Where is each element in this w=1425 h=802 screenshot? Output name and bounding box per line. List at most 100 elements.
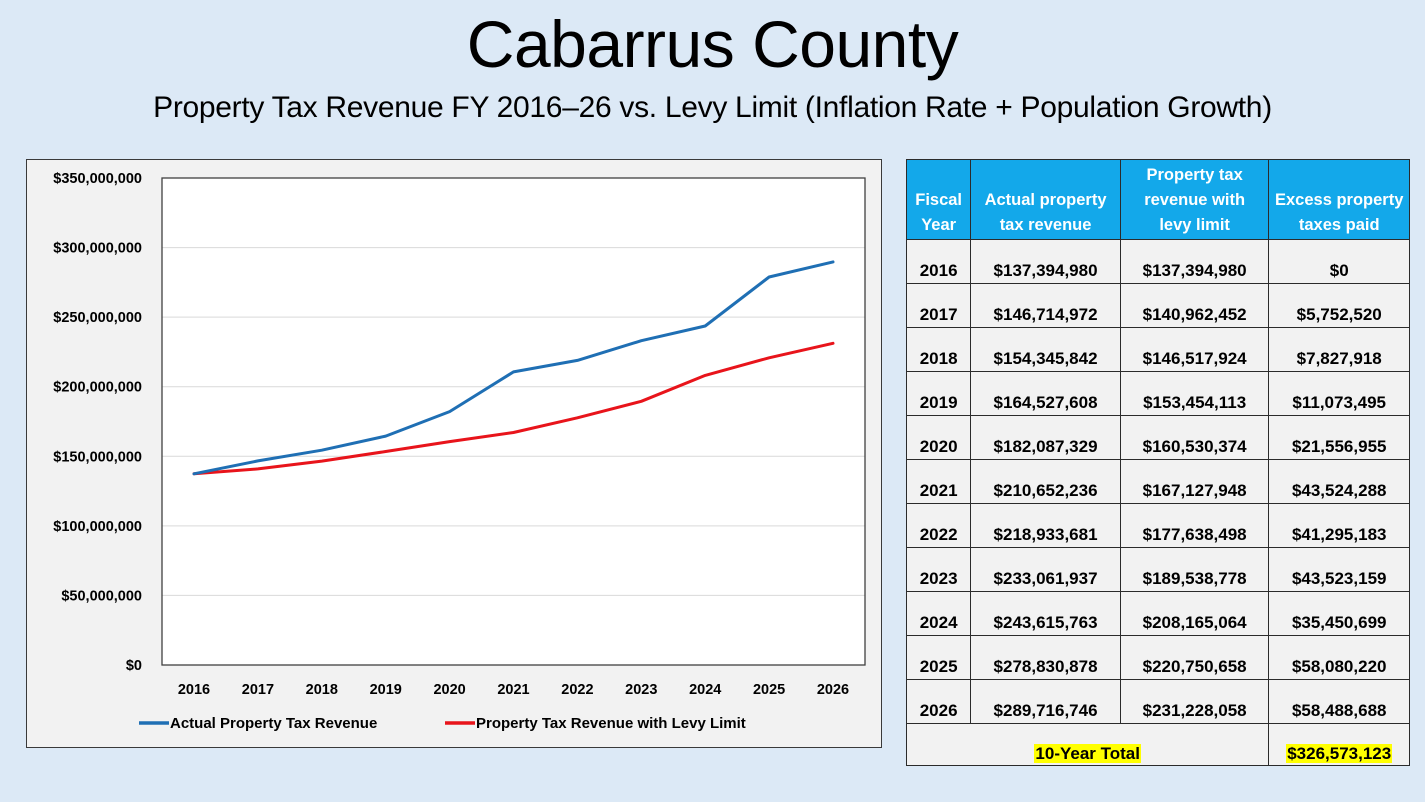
excess-taxes-cell: $35,450,699 bbox=[1268, 591, 1410, 636]
line-chart: $0 $50,000,000 $100,000,000 $150,000,000 $20… bbox=[26, 159, 882, 748]
actual-revenue-cell: $182,087,329 bbox=[970, 415, 1121, 460]
page-subtitle: Property Tax Revenue FY 2016–26 vs. Levy… bbox=[153, 91, 1272, 124]
header-excess-taxes: Excess property taxes paid bbox=[1268, 159, 1410, 240]
y-tick-label: $200,000,000 bbox=[53, 380, 142, 396]
y-tick-label: $150,000,000 bbox=[53, 449, 142, 465]
x-tick-label: 2016 bbox=[178, 682, 210, 698]
header-line: revenue with bbox=[1144, 191, 1246, 209]
series-line-levy-limit bbox=[192, 341, 835, 476]
header-line: Fiscal bbox=[915, 191, 963, 209]
excess-taxes-cell: $41,295,183 bbox=[1268, 503, 1410, 548]
fiscal-year-cell: 2025 bbox=[905, 635, 972, 680]
excess-taxes-cell: $11,073,495 bbox=[1268, 371, 1410, 416]
legend-label: Actual Property Tax Revenue bbox=[170, 715, 377, 732]
header-line: Actual property bbox=[984, 191, 1107, 209]
levy-limit-revenue-cell: $220,750,658 bbox=[1119, 635, 1270, 680]
page-title: Cabarrus County bbox=[466, 7, 959, 81]
table-row: 2023 $233,061,937 $189,538,778 $43,523,159 bbox=[905, 547, 1410, 592]
fiscal-year-cell: 2026 bbox=[905, 679, 972, 724]
revenue-table: Fiscal Year Actual property tax revenue Pr… bbox=[905, 159, 1410, 766]
fiscal-year-cell: 2020 bbox=[905, 415, 972, 460]
levy-limit-revenue-cell: $146,517,924 bbox=[1119, 327, 1270, 372]
table-row: 2017 $146,714,972 $140,962,452 $5,752,520 bbox=[905, 283, 1410, 328]
header-line: Year bbox=[921, 216, 957, 234]
x-tick-label: 2023 bbox=[625, 682, 657, 698]
excess-taxes-cell: $5,752,520 bbox=[1268, 283, 1410, 328]
excess-taxes-cell: $58,080,220 bbox=[1268, 635, 1410, 680]
header-line: tax revenue bbox=[999, 216, 1092, 234]
x-tick-label: 2019 bbox=[370, 682, 402, 698]
fiscal-year-cell: 2021 bbox=[905, 459, 972, 504]
actual-revenue-cell: $233,061,937 bbox=[970, 547, 1121, 592]
total-label-cell: 10-Year Total bbox=[905, 723, 1270, 766]
fiscal-year-cell: 2023 bbox=[905, 547, 972, 592]
header-line: taxes paid bbox=[1298, 216, 1380, 234]
table-row: 2025 $278,830,878 $220,750,658 $58,080,220 bbox=[905, 635, 1410, 680]
table-row: 2016 $137,394,980 $137,394,980 $0 bbox=[905, 239, 1410, 284]
actual-revenue-cell: $243,615,763 bbox=[970, 591, 1121, 636]
x-tick-label: 2017 bbox=[242, 682, 274, 698]
y-tick-label: $50,000,000 bbox=[61, 588, 142, 604]
actual-revenue-cell: $154,345,842 bbox=[970, 327, 1121, 372]
excess-taxes-cell: $0 bbox=[1268, 239, 1410, 284]
x-tick-label: 2021 bbox=[497, 682, 529, 698]
y-tick-label: $0 bbox=[126, 658, 142, 674]
table-row: 2024 $243,615,763 $208,165,064 $35,450,699 bbox=[905, 591, 1410, 636]
table-row: 2019 $164,527,608 $153,454,113 $11,073,495 bbox=[905, 371, 1410, 416]
plot-border bbox=[161, 177, 866, 666]
chart-svg: $0 $50,000,000 $100,000,000 $150,000,000 $20… bbox=[53, 171, 866, 732]
excess-taxes-cell: $58,488,688 bbox=[1268, 679, 1410, 724]
levy-limit-revenue-cell: $153,454,113 bbox=[1119, 371, 1270, 416]
x-tick-label: 2026 bbox=[817, 682, 849, 698]
fiscal-year-cell: 2019 bbox=[905, 371, 972, 416]
fiscal-year-cell: 2016 bbox=[905, 239, 972, 284]
actual-revenue-cell: $164,527,608 bbox=[970, 371, 1121, 416]
header-line: Excess property bbox=[1275, 191, 1404, 209]
y-tick-label: $300,000,000 bbox=[53, 241, 142, 257]
levy-limit-revenue-cell: $140,962,452 bbox=[1119, 283, 1270, 328]
table-row: 2022 $218,933,681 $177,638,498 $41,295,183 bbox=[905, 503, 1410, 548]
header-line: Property tax bbox=[1146, 166, 1243, 184]
fiscal-year-cell: 2024 bbox=[905, 591, 972, 636]
fiscal-year-cell: 2022 bbox=[905, 503, 972, 548]
header-actual-revenue: Actual property tax revenue bbox=[970, 159, 1121, 240]
header-levy-limit-revenue: Property tax revenue with levy limit bbox=[1119, 159, 1270, 240]
table-row: 2020 $182,087,329 $160,530,374 $21,556,955 bbox=[905, 415, 1410, 460]
y-tick-label: $350,000,000 bbox=[53, 171, 142, 187]
levy-limit-revenue-cell: $160,530,374 bbox=[1119, 415, 1270, 460]
y-tick-label: $100,000,000 bbox=[53, 519, 142, 535]
x-tick-label: 2018 bbox=[306, 682, 338, 698]
legend-label: Property Tax Revenue with Levy Limit bbox=[476, 715, 746, 732]
fiscal-year-cell: 2017 bbox=[905, 283, 972, 328]
actual-revenue-cell: $210,652,236 bbox=[970, 459, 1121, 504]
table-row: 2026 $289,716,746 $231,228,058 $58,488,688 bbox=[905, 679, 1410, 724]
y-tick-label: $250,000,000 bbox=[53, 310, 142, 326]
table-row: 2021 $210,652,236 $167,127,948 $43,524,288 bbox=[905, 459, 1410, 504]
total-row: 10-Year Total $326,573,123 bbox=[905, 723, 1410, 766]
actual-revenue-cell: $278,830,878 bbox=[970, 635, 1121, 680]
x-tick-label: 2024 bbox=[689, 682, 721, 698]
levy-limit-revenue-cell: $231,228,058 bbox=[1119, 679, 1270, 724]
levy-limit-revenue-cell: $137,394,980 bbox=[1119, 239, 1270, 284]
plot-area bbox=[162, 178, 865, 665]
total-value: $326,573,123 bbox=[1286, 744, 1393, 763]
table-body: 2016 $137,394,980 $137,394,980 $0 2017 $146,7… bbox=[905, 239, 1410, 724]
table-row: 2018 $154,345,842 $146,517,924 $7,827,918 bbox=[905, 327, 1410, 372]
excess-taxes-cell: $43,524,288 bbox=[1268, 459, 1410, 504]
total-value-cell: $326,573,123 bbox=[1268, 723, 1410, 766]
excess-taxes-cell: $43,523,159 bbox=[1268, 547, 1410, 592]
excess-taxes-cell: $7,827,918 bbox=[1268, 327, 1410, 372]
x-tick-label: 2020 bbox=[433, 682, 465, 698]
x-tick-label: 2025 bbox=[753, 682, 785, 698]
levy-limit-revenue-cell: $177,638,498 bbox=[1119, 503, 1270, 548]
total-label: 10-Year Total bbox=[1034, 744, 1141, 763]
levy-limit-revenue-cell: $167,127,948 bbox=[1119, 459, 1270, 504]
actual-revenue-cell: $289,716,746 bbox=[970, 679, 1121, 724]
actual-revenue-cell: $218,933,681 bbox=[970, 503, 1121, 548]
table-header-row: Fiscal Year Actual property tax revenue Pr… bbox=[905, 159, 1410, 240]
x-tick-label: 2022 bbox=[561, 682, 593, 698]
levy-limit-revenue-cell: $189,538,778 bbox=[1119, 547, 1270, 592]
header-fiscal-year: Fiscal Year bbox=[905, 159, 972, 240]
levy-limit-revenue-cell: $208,165,064 bbox=[1119, 591, 1270, 636]
excess-taxes-cell: $21,556,955 bbox=[1268, 415, 1410, 460]
